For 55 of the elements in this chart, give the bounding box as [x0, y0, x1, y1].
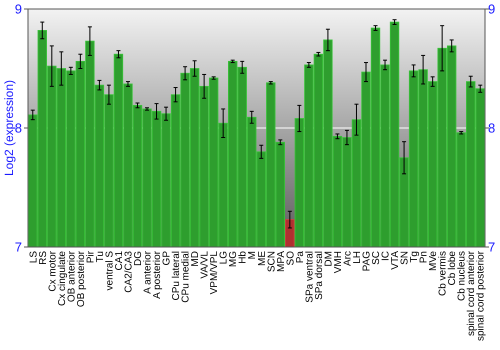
x-tick-label: Cb vermis [438, 251, 449, 296]
x-tick-label: SN [400, 251, 411, 265]
x-tick-label: Pn [418, 251, 430, 264]
x-tick-label: VMH [332, 251, 344, 274]
x-tick-label: MPA [276, 250, 287, 272]
y-axis-title: Log2 (expression) [2, 80, 16, 176]
y-tick-label: 9 [14, 2, 22, 17]
x-tick-label: CA1 [114, 250, 125, 270]
x-tick-label: OB anterior [66, 250, 78, 302]
x-tick-label: A posterior [152, 250, 164, 299]
y-tick-label: 8 [14, 120, 22, 136]
x-tick-label: Hb [238, 250, 249, 264]
x-tick-label: MD [190, 251, 202, 267]
x-tick-label: SO [285, 250, 296, 266]
x-tick-label: spinal cord anterior [466, 250, 478, 336]
x-tick-label: CA2/CA3 [123, 250, 134, 293]
x-tick-label: Arc [342, 251, 354, 266]
x-tick-label: SPa ventral [304, 251, 316, 303]
x-tick-label: MVe [428, 250, 440, 272]
x-tick-label: LG [218, 250, 230, 264]
x-tick-label: Cx motor [47, 250, 58, 292]
x-tick-label: IC [380, 251, 392, 261]
x-tick-label: spinal cord posterior [476, 250, 487, 342]
x-tick-label: Pir [85, 250, 96, 264]
x-tick-label: VTA [390, 250, 402, 270]
x-tick-label: Tu [94, 251, 106, 262]
x-tick-label: M [247, 251, 258, 260]
x-tick-label: Tg [409, 251, 420, 263]
x-tick-label: Pa [294, 250, 306, 264]
x-tick-label: RS [38, 250, 49, 265]
x-tick-label: LS [28, 250, 40, 264]
x-tick-label: Cb nucleus [456, 251, 468, 302]
x-tick-label: CPu lateral [171, 251, 182, 300]
x-tick-label: SC [371, 251, 382, 265]
x-tick-label: DG [132, 250, 144, 266]
x-tick-label: VPM/VPL [209, 250, 220, 294]
x-tick-label: DM [323, 251, 334, 267]
y-tick-label: 7 [14, 240, 22, 255]
x-tick-label: GP [162, 250, 173, 266]
x-tick-label: VA/VL [200, 250, 211, 279]
x-tick-label: PAG [361, 250, 372, 272]
x-tick-label: ME [256, 250, 268, 266]
x-tick-label: SCN [266, 251, 278, 272]
x-tick-label: OB posterior [76, 250, 87, 308]
x-tick-label: ventral S [104, 250, 116, 290]
x-tick-label: MG [228, 250, 240, 268]
x-tick-label: SPa dorsal [314, 251, 325, 300]
x-tick-label: CPu medial [180, 251, 192, 303]
x-tick-label: A anterior [142, 250, 154, 294]
y2-tick-label: 9 [488, 2, 496, 17]
x-tick-label: Cx cingulate [56, 250, 68, 306]
x-tick-label: LH [352, 251, 363, 264]
y2-tick-label: 8 [488, 120, 496, 136]
y2-tick-label: 7 [488, 240, 496, 255]
x-tick-label: Cb lobe [447, 250, 458, 286]
